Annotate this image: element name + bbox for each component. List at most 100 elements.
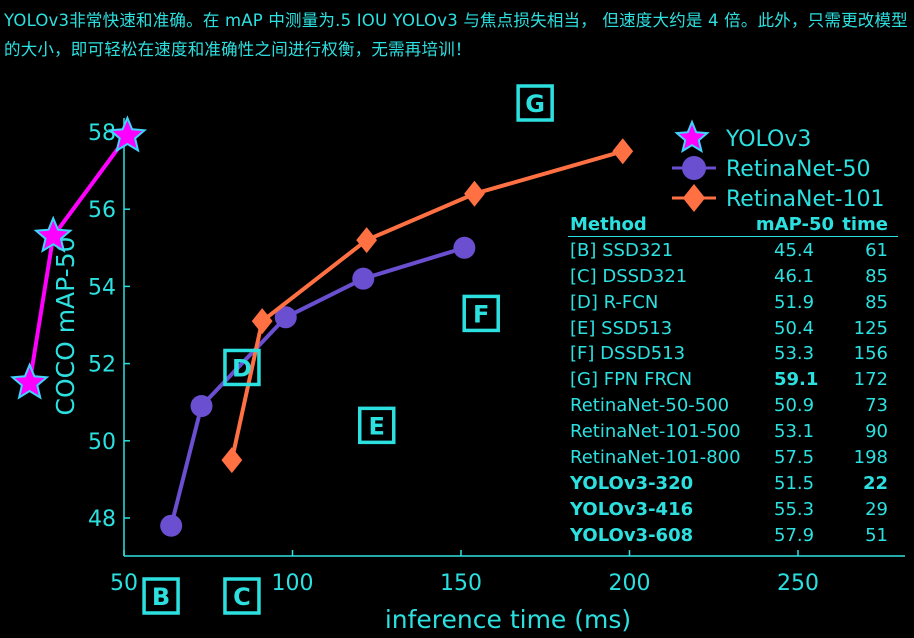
legend-label: RetinaNet-50 xyxy=(726,157,871,182)
y-tick-label: 56 xyxy=(88,198,116,223)
results-table: Method mAP-50 time [B] SSD321 45.4 61 [C] D… xyxy=(568,212,898,549)
yolov3-point xyxy=(33,215,73,253)
point-label-d: D xyxy=(232,354,252,382)
table-row: [E] SSD513 50.4 125 xyxy=(568,316,898,342)
row-map: 51.5 xyxy=(774,472,815,494)
retinanet101-point xyxy=(612,138,634,165)
table-row: RetinaNet-50-500 50.9 73 xyxy=(568,393,898,419)
row-map: 55.3 xyxy=(774,498,815,520)
row-time: 73 xyxy=(865,395,888,417)
x-tick-label: 100 xyxy=(272,571,314,596)
row-method: [G] FPN FRCN xyxy=(570,369,693,391)
row-method: YOLOv3-608 xyxy=(570,524,694,546)
yolov3-point xyxy=(10,362,50,400)
legend-marker-retinanet101 xyxy=(682,184,706,212)
point-label-box-b xyxy=(142,577,180,615)
table-row: YOLOv3-416 55.3 29 xyxy=(568,497,898,523)
y-tick-label: 52 xyxy=(88,353,116,378)
row-time: 90 xyxy=(865,421,888,443)
legend-marker-retinanet50 xyxy=(682,156,706,180)
row-time: 125 xyxy=(853,317,888,339)
yolov3-point xyxy=(107,115,147,153)
x-tick-label: 150 xyxy=(440,571,482,596)
row-method: YOLOv3-320 xyxy=(570,472,694,494)
table-row: [D] R-FCN 51.9 85 xyxy=(568,290,898,316)
x-axis-label: inference time (ms) xyxy=(385,605,631,634)
table-row: YOLOv3-320 51.5 22 xyxy=(568,471,898,497)
y-tick-label: 54 xyxy=(88,275,116,300)
retinanet50-point xyxy=(274,306,297,329)
row-time: 51 xyxy=(865,524,888,546)
row-method: [B] SSD321 xyxy=(570,239,674,261)
table-row: [G] FPN FRCN 59.1 172 xyxy=(568,367,898,393)
y-tick-label: 48 xyxy=(88,507,116,532)
retinanet101-point xyxy=(464,180,485,207)
table-row: [F] DSSD513 53.3 156 xyxy=(568,341,898,367)
legend-marker-yolov3 xyxy=(674,119,710,154)
row-map: 46.1 xyxy=(774,265,815,287)
table-row: [B] SSD321 45.4 61 xyxy=(568,238,898,264)
retinanet50-point xyxy=(453,236,476,259)
row-map: 45.4 xyxy=(774,239,815,261)
row-map: 50.9 xyxy=(774,395,815,417)
point-label-box-f xyxy=(462,294,500,333)
retinanet101-point xyxy=(221,447,243,474)
row-time: 85 xyxy=(865,291,888,313)
table-row: RetinaNet-101-500 53.1 90 xyxy=(568,419,898,445)
row-method: [D] R-FCN xyxy=(570,291,659,313)
row-map: 57.9 xyxy=(774,524,815,546)
row-method: RetinaNet-50-500 xyxy=(570,395,730,417)
row-time: 22 xyxy=(862,472,888,494)
retinanet101-point xyxy=(251,308,273,335)
row-method: YOLOv3-416 xyxy=(570,498,694,520)
row-map: 57.5 xyxy=(774,447,815,469)
point-label-box-g xyxy=(516,84,554,122)
y-tick-label: 58 xyxy=(88,121,116,146)
point-label-f: F xyxy=(473,300,489,328)
table-row: [C] DSSD321 46.1 85 xyxy=(568,264,898,290)
table-header: Method mAP-50 time xyxy=(568,212,898,238)
caption-text: YOLOv3非常快速和准确。在 mAP 中测量为.5 IOU YOLOv3 与焦… xyxy=(4,11,908,59)
header-time: time xyxy=(842,214,888,235)
point-label-box-c xyxy=(223,577,261,615)
row-method: [C] DSSD321 xyxy=(570,265,688,287)
y-axis-label: COCO mAP-50 xyxy=(51,236,80,415)
point-label-b: B xyxy=(152,583,170,611)
legend-label: RetinaNet-101 xyxy=(726,187,885,212)
table-row: YOLOv3-608 57.9 51 xyxy=(568,523,898,549)
row-map: 53.1 xyxy=(774,421,815,443)
row-time: 61 xyxy=(865,239,888,261)
row-method: RetinaNet-101-500 xyxy=(570,421,741,443)
row-method: [E] SSD513 xyxy=(570,317,673,339)
point-label-box-e xyxy=(358,406,396,445)
table-row: RetinaNet-101-800 57.5 198 xyxy=(568,445,898,471)
point-label-box-d xyxy=(223,348,261,387)
legend-label: YOLOv3 xyxy=(725,127,811,152)
retinanet50-point xyxy=(190,395,213,418)
y-tick-label: 50 xyxy=(88,430,116,455)
header-method: Method xyxy=(570,214,647,235)
series-line-retinanet-50 xyxy=(169,245,465,527)
retinanet50-point xyxy=(160,514,183,537)
series-line-retinanet-101 xyxy=(229,149,624,461)
row-time: 198 xyxy=(853,447,888,469)
header-map: mAP-50 xyxy=(755,214,834,235)
retinanet50-point xyxy=(352,267,375,290)
row-time: 29 xyxy=(865,498,888,520)
header-divider xyxy=(568,236,898,237)
row-time: 156 xyxy=(853,343,888,365)
row-method: RetinaNet-101-800 xyxy=(570,447,741,469)
point-label-e: E xyxy=(369,412,385,440)
row-map: 50.4 xyxy=(774,317,815,339)
row-map: 59.1 xyxy=(774,369,819,391)
point-label-c: C xyxy=(233,583,251,611)
x-tick-label: 50 xyxy=(110,571,138,596)
x-tick-label: 250 xyxy=(777,571,819,596)
row-time: 172 xyxy=(853,369,888,391)
x-tick-label: 200 xyxy=(609,571,651,596)
row-map: 51.9 xyxy=(774,291,815,313)
point-label-g: G xyxy=(525,90,545,118)
row-time: 85 xyxy=(865,265,888,287)
retinanet101-point xyxy=(356,227,378,254)
